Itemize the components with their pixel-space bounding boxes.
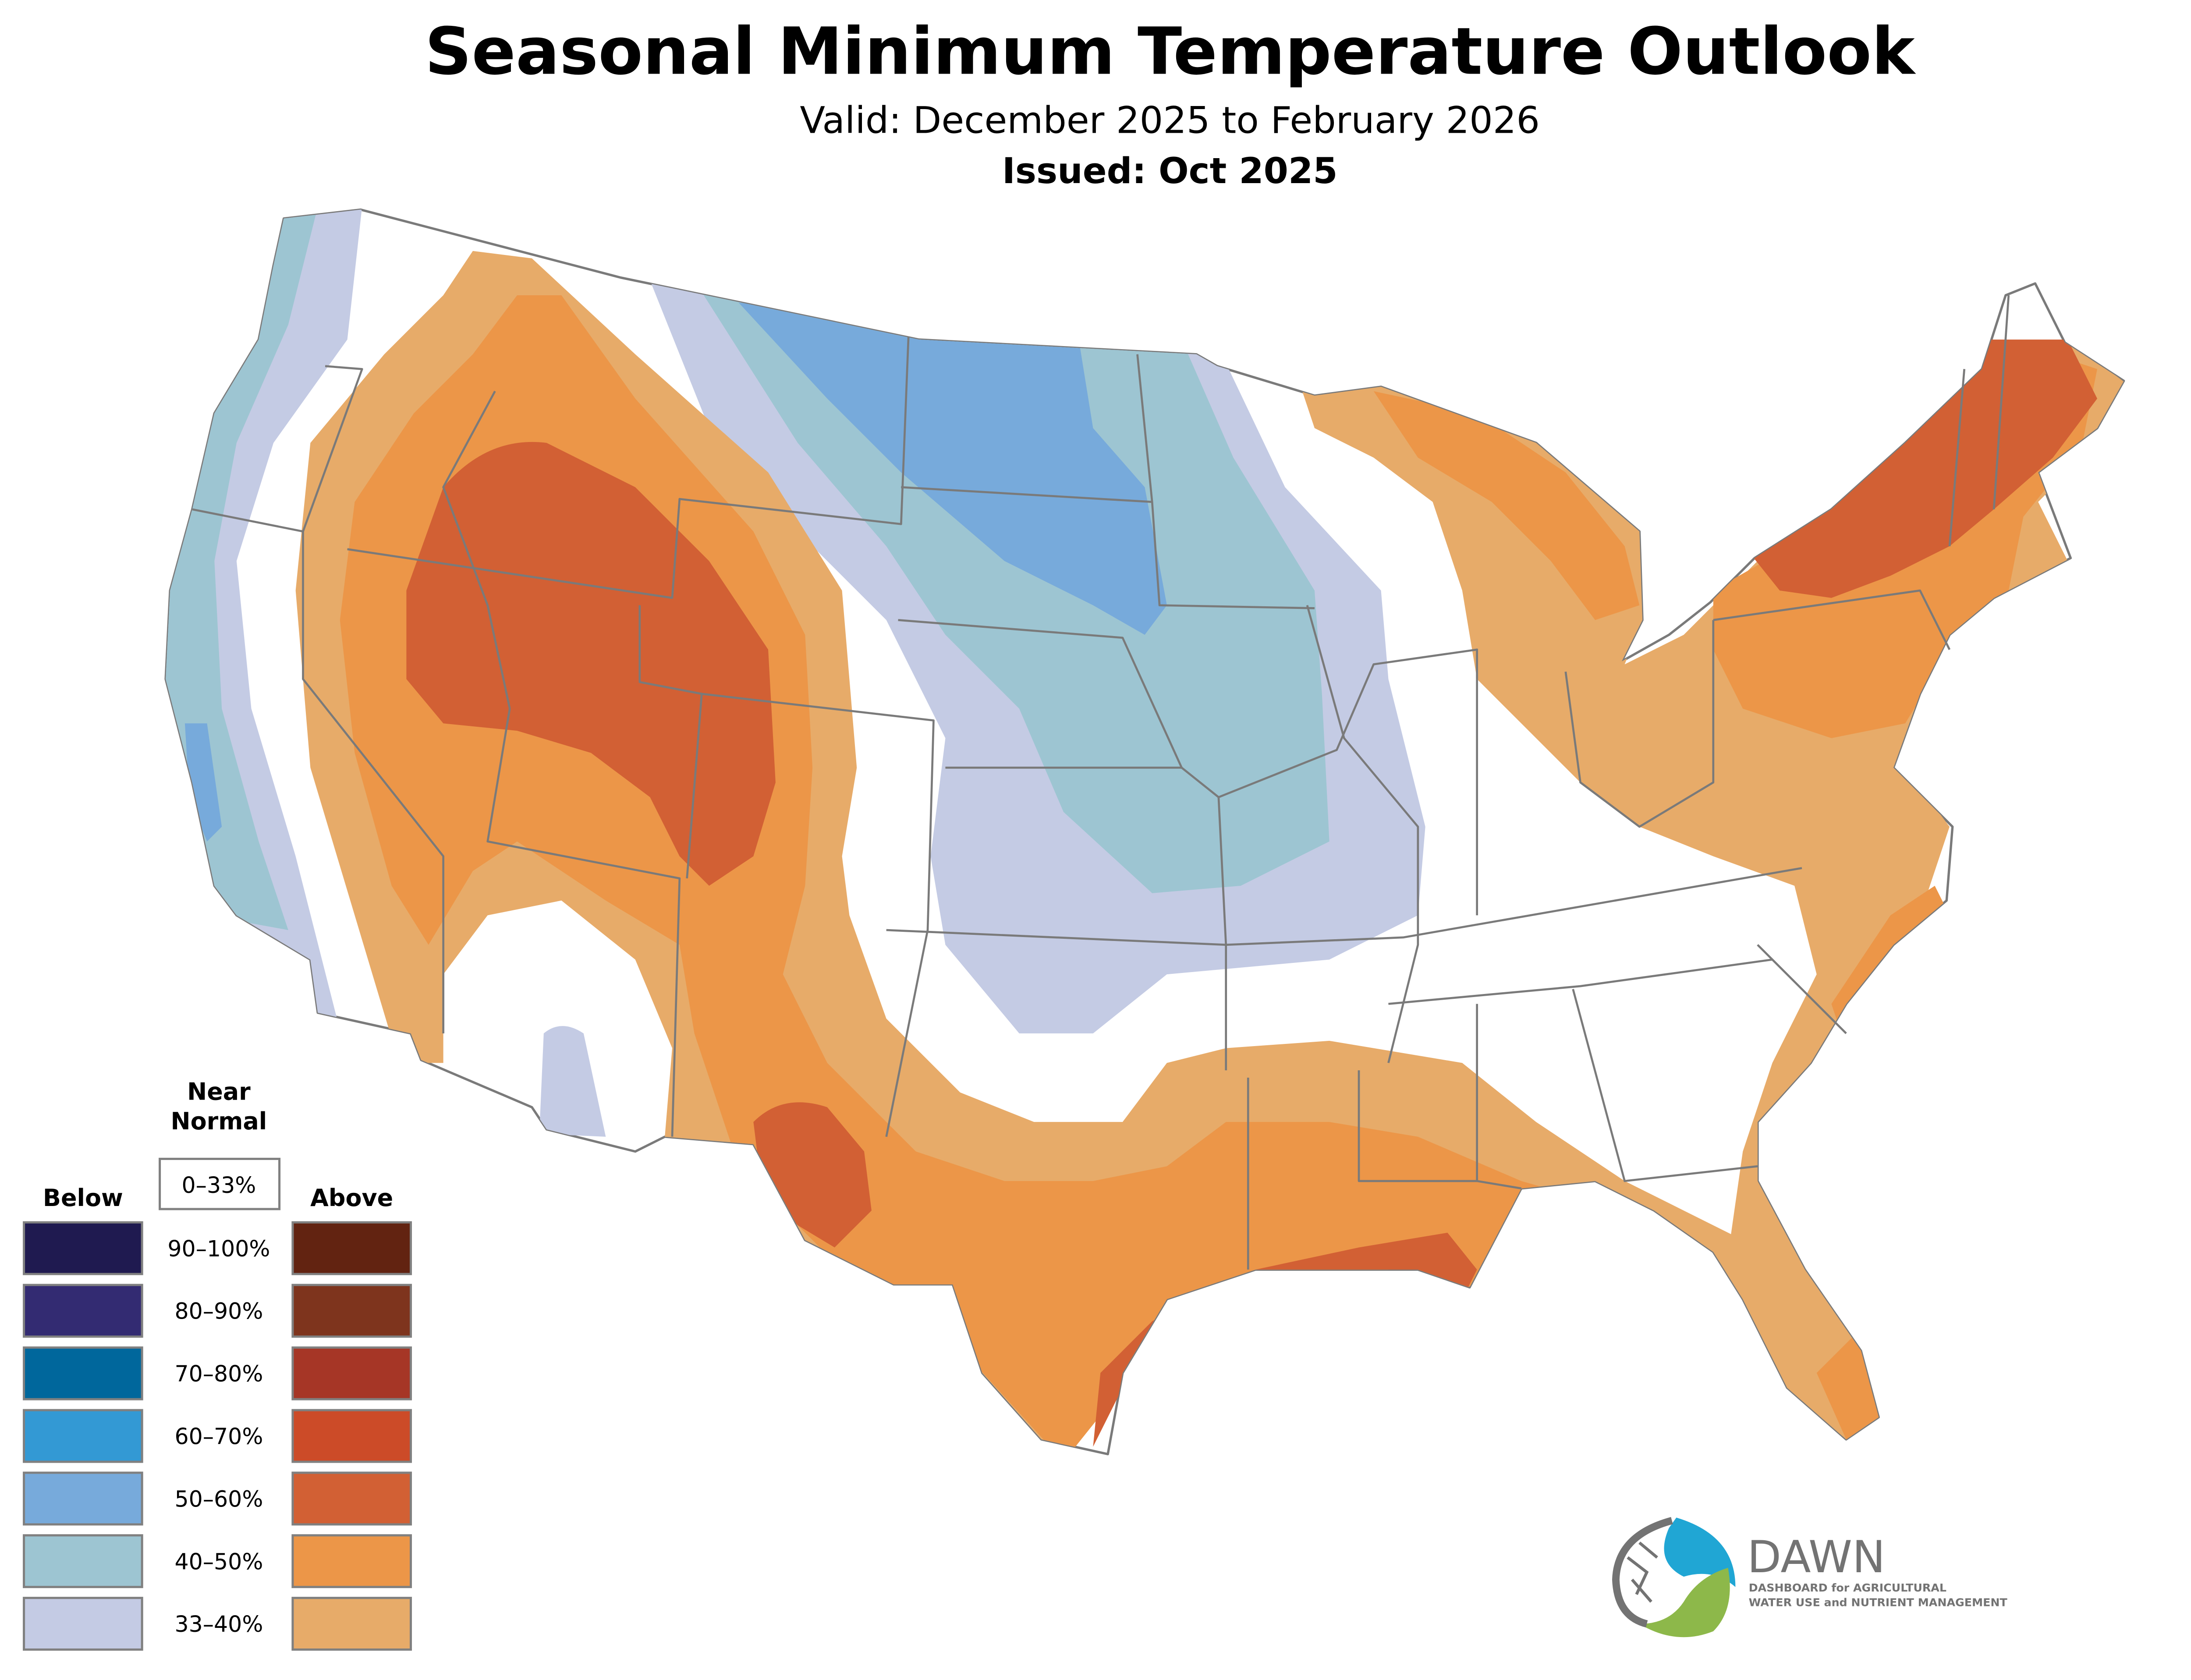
legend-below-heading: Below <box>43 1184 123 1212</box>
legend-range-label: 90–100% <box>167 1236 270 1262</box>
legend-above-swatch <box>291 1221 412 1275</box>
legend-below-swatch <box>23 1346 143 1401</box>
legend-below-swatch <box>23 1534 143 1588</box>
issued-date: Issued: Oct 2025 <box>1002 151 1338 192</box>
legend-near-normal-range: 0–33% <box>182 1172 256 1198</box>
legend-near-normal-swatch <box>159 1157 281 1210</box>
logo-tagline-2: WATER USE and NUTRIENT MANAGEMENT <box>1749 1596 2008 1609</box>
valid-period: Valid: December 2025 to February 2026 <box>800 99 1540 141</box>
legend-range-label: 50–60% <box>174 1486 263 1512</box>
dawn-logo: DAWN DASHBOARD for AGRICULTURAL WATER US… <box>1610 1511 2008 1642</box>
legend-below-swatch <box>23 1221 143 1275</box>
below-50-60-dakotas <box>738 302 1167 635</box>
state-boundaries <box>192 295 2010 1270</box>
legend-range-label: 70–80% <box>174 1361 263 1387</box>
above-40-50-northeast <box>1373 391 1640 620</box>
logo-name: DAWN <box>1747 1531 1885 1583</box>
dawn-logo-mark <box>1610 1511 1736 1642</box>
legend-range-label: 33–40% <box>174 1611 263 1637</box>
probability-shading <box>166 209 2124 1454</box>
legend-above-swatch <box>291 1597 412 1651</box>
below-50-60-california <box>184 723 222 842</box>
legend-below-swatch <box>23 1597 143 1651</box>
logo-tagline-1: DASHBOARD for AGRICULTURAL <box>1749 1581 1946 1594</box>
legend-above-swatch <box>291 1284 412 1338</box>
logo-blue-drop <box>1664 1517 1736 1587</box>
above-50-60-great-basin <box>406 442 776 886</box>
map-title: Seasonal Minimum Temperature Outlook <box>425 13 1917 89</box>
legend-range-label: 80–90% <box>174 1298 263 1324</box>
legend-above-swatch <box>291 1471 412 1526</box>
below-40-50-plains <box>694 280 1329 893</box>
legend-above-heading: Above <box>310 1184 393 1212</box>
logo-green-leaf <box>1639 1567 1730 1638</box>
legend-range-label: 60–70% <box>174 1423 263 1449</box>
above-50-60-new-england <box>1750 340 2097 598</box>
legend-above-swatch <box>291 1534 412 1588</box>
legend-below-swatch <box>23 1471 143 1526</box>
legend-below-swatch <box>23 1284 143 1338</box>
legend-near-normal-heading-1: Near <box>187 1078 251 1106</box>
legend: Near Normal 0–33% Below Above 90–100% 80–… <box>23 1078 412 1651</box>
legend-above-swatch <box>291 1346 412 1401</box>
logo-circuit-half <box>1612 1517 1673 1628</box>
above-50-60-west-texas <box>753 1102 872 1248</box>
legend-above-swatch <box>291 1409 412 1463</box>
us-map <box>164 208 2125 1456</box>
legend-near-normal-heading-2: Normal <box>171 1107 267 1135</box>
legend-below-swatch <box>23 1409 143 1463</box>
below-33-40-arizona <box>539 1026 606 1137</box>
legend-range-label: 40–50% <box>174 1549 263 1574</box>
legend-rows: 90–100% 80–90% 70–80% 60–70% 50–60% 40–50% 33–… <box>23 1221 412 1651</box>
